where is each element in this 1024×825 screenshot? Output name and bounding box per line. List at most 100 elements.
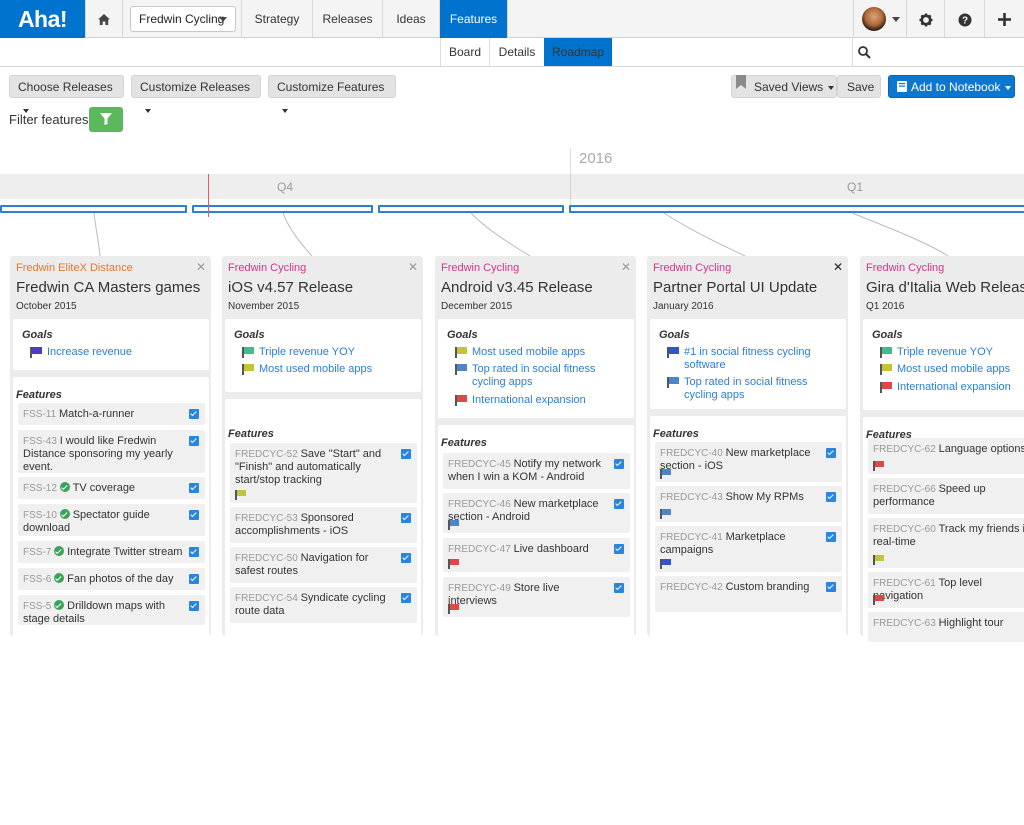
feature-card[interactable]: FSS-5 Drilldown maps with stage details bbox=[18, 595, 205, 625]
feature-checkbox[interactable] bbox=[826, 582, 836, 592]
feature-card[interactable]: FREDCYC-41 Marketplace campaigns bbox=[655, 526, 842, 572]
feature-card[interactable]: FSS-7 Integrate Twitter stream bbox=[18, 541, 205, 563]
feature-card[interactable]: FSS-6 Fan photos of the day bbox=[18, 568, 205, 590]
release-title[interactable]: Android v3.45 Release bbox=[441, 279, 593, 296]
feature-card[interactable]: FREDCYC-60 Track my friends in real-time bbox=[868, 518, 1024, 568]
release-bar[interactable] bbox=[192, 205, 373, 213]
feature-checkbox[interactable] bbox=[189, 574, 199, 584]
feature-ref[interactable]: FSS-10 bbox=[23, 510, 60, 521]
feature-card[interactable]: FREDCYC-47 Live dashboard bbox=[443, 538, 630, 572]
release-card[interactable]: Fredwin Cycling ✕ iOS v4.57 Release Novembe… bbox=[222, 256, 423, 799]
workspace-select[interactable]: Fredwin Cycling bbox=[130, 6, 236, 32]
feature-card[interactable]: FSS-43 I would like Fredwin Distance spo… bbox=[18, 430, 205, 473]
feature-checkbox[interactable] bbox=[614, 544, 624, 554]
close-icon[interactable]: ✕ bbox=[620, 260, 631, 274]
feature-ref[interactable]: FREDCYC-42 bbox=[660, 582, 726, 593]
feature-ref[interactable]: FREDCYC-53 bbox=[235, 513, 301, 524]
home-button[interactable] bbox=[85, 0, 123, 38]
release-title[interactable]: Partner Portal UI Update bbox=[653, 279, 818, 296]
user-menu[interactable] bbox=[853, 0, 907, 38]
close-icon[interactable]: ✕ bbox=[195, 260, 206, 274]
feature-ref[interactable]: FREDCYC-47 bbox=[448, 544, 514, 555]
feature-ref[interactable]: FREDCYC-49 bbox=[448, 583, 514, 594]
feature-ref[interactable]: FREDCYC-60 bbox=[873, 524, 939, 535]
close-icon[interactable]: ✕ bbox=[407, 260, 418, 274]
customize-features-button[interactable]: Customize Features bbox=[268, 75, 396, 113]
feature-card[interactable]: FREDCYC-52 Save "Start" and "Finish" and… bbox=[230, 443, 417, 503]
tab-ideas[interactable]: Ideas bbox=[383, 0, 440, 38]
feature-card[interactable]: FREDCYC-53 Sponsored accomplishments - i… bbox=[230, 507, 417, 543]
release-card[interactable]: Fredwin EliteX Distance ✕ Fredwin CA Maste… bbox=[10, 256, 211, 777]
feature-card[interactable]: FREDCYC-49 Store live interviews bbox=[443, 577, 630, 617]
add-button[interactable] bbox=[985, 0, 1024, 38]
release-title[interactable]: iOS v4.57 Release bbox=[228, 279, 354, 296]
release-card[interactable]: Fredwin Cycling ✕ Android v3.45 Release Dec… bbox=[435, 256, 636, 825]
feature-card[interactable]: FREDCYC-40 New marketplace section - iOS bbox=[655, 442, 842, 482]
feature-checkbox[interactable] bbox=[614, 499, 624, 509]
feature-card[interactable]: FREDCYC-54 Syndicate cycling route data bbox=[230, 587, 417, 623]
save-button[interactable]: Save bbox=[837, 75, 881, 98]
feature-checkbox[interactable] bbox=[189, 547, 199, 557]
feature-card[interactable]: FREDCYC-66 Speed up performance bbox=[868, 478, 1024, 514]
feature-ref[interactable]: FREDCYC-54 bbox=[235, 593, 301, 604]
feature-ref[interactable]: FREDCYC-43 bbox=[660, 492, 726, 503]
release-workspace[interactable]: Fredwin Cycling bbox=[866, 262, 945, 274]
feature-checkbox[interactable] bbox=[614, 459, 624, 469]
tab-roadmap[interactable]: Roadmap bbox=[544, 38, 612, 66]
feature-checkbox[interactable] bbox=[189, 601, 199, 611]
tab-features[interactable]: Features bbox=[440, 0, 508, 38]
choose-releases-button[interactable]: Choose Releases bbox=[9, 75, 124, 113]
feature-card[interactable]: FREDCYC-61 Top level navigation bbox=[868, 572, 1024, 608]
feature-checkbox[interactable] bbox=[614, 583, 624, 593]
feature-ref[interactable]: FREDCYC-61 bbox=[873, 578, 939, 589]
feature-checkbox[interactable] bbox=[189, 510, 199, 520]
release-card[interactable]: Fredwin Cycling✕Gira d'Italia Web Releas… bbox=[860, 256, 1024, 817]
close-icon[interactable]: ✕ bbox=[832, 260, 843, 274]
tab-details[interactable]: Details bbox=[489, 38, 544, 66]
feature-card[interactable]: FREDCYC-50 Navigation for safest routes bbox=[230, 547, 417, 583]
tab-releases[interactable]: Releases bbox=[313, 0, 383, 38]
feature-ref[interactable]: FSS-7 bbox=[23, 547, 55, 558]
settings-button[interactable] bbox=[907, 0, 945, 38]
feature-card[interactable]: FSS-12 TV coverage bbox=[18, 477, 205, 499]
feature-checkbox[interactable] bbox=[826, 492, 836, 502]
tab-board[interactable]: Board bbox=[440, 38, 489, 66]
saved-views-button[interactable]: Saved Views bbox=[731, 75, 837, 98]
feature-checkbox[interactable] bbox=[189, 483, 199, 493]
feature-card[interactable]: FREDCYC-63 Highlight tour bbox=[868, 612, 1024, 642]
customize-releases-button[interactable]: Customize Releases bbox=[131, 75, 261, 113]
feature-card[interactable]: FREDCYC-43 Show My RPMs bbox=[655, 486, 842, 522]
feature-ref[interactable]: FREDCYC-45 bbox=[448, 459, 514, 470]
release-workspace[interactable]: Fredwin EliteX Distance bbox=[16, 262, 133, 274]
feature-ref[interactable]: FREDCYC-41 bbox=[660, 532, 726, 543]
release-title[interactable]: Gira d'Italia Web Release bbox=[866, 279, 1024, 296]
feature-checkbox[interactable] bbox=[401, 513, 411, 523]
feature-ref[interactable]: FSS-5 bbox=[23, 601, 55, 612]
feature-card[interactable]: FREDCYC-46 New marketplace section - And… bbox=[443, 493, 630, 533]
feature-ref[interactable]: FREDCYC-40 bbox=[660, 448, 726, 459]
release-bar[interactable] bbox=[378, 205, 564, 213]
feature-card[interactable]: FREDCYC-62 Language options bbox=[868, 438, 1024, 474]
feature-checkbox[interactable] bbox=[189, 436, 199, 446]
feature-ref[interactable]: FSS-12 bbox=[23, 483, 60, 494]
feature-ref[interactable]: FREDCYC-50 bbox=[235, 553, 301, 564]
feature-ref[interactable]: FREDCYC-52 bbox=[235, 449, 301, 460]
filter-button[interactable] bbox=[89, 107, 123, 132]
feature-card[interactable]: FSS-10 Spectator guide download bbox=[18, 504, 205, 536]
tab-strategy[interactable]: Strategy bbox=[241, 0, 313, 38]
feature-ref[interactable]: FREDCYC-62 bbox=[873, 444, 939, 455]
feature-checkbox[interactable] bbox=[189, 409, 199, 419]
feature-ref[interactable]: FREDCYC-66 bbox=[873, 484, 939, 495]
release-bar[interactable] bbox=[0, 205, 187, 213]
aha-logo[interactable]: Aha! bbox=[0, 0, 85, 38]
feature-checkbox[interactable] bbox=[826, 448, 836, 458]
feature-ref[interactable]: FSS-11 bbox=[23, 409, 59, 420]
feature-card[interactable]: FSS-11 Match-a-runner bbox=[18, 403, 205, 425]
feature-checkbox[interactable] bbox=[401, 553, 411, 563]
release-bar[interactable] bbox=[569, 205, 1024, 213]
add-to-notebook-button[interactable]: Add to Notebook bbox=[888, 75, 1015, 98]
feature-checkbox[interactable] bbox=[401, 449, 411, 459]
feature-ref[interactable]: FSS-6 bbox=[23, 574, 55, 585]
feature-card[interactable]: FREDCYC-42 Custom branding bbox=[655, 576, 842, 612]
feature-checkbox[interactable] bbox=[826, 532, 836, 542]
